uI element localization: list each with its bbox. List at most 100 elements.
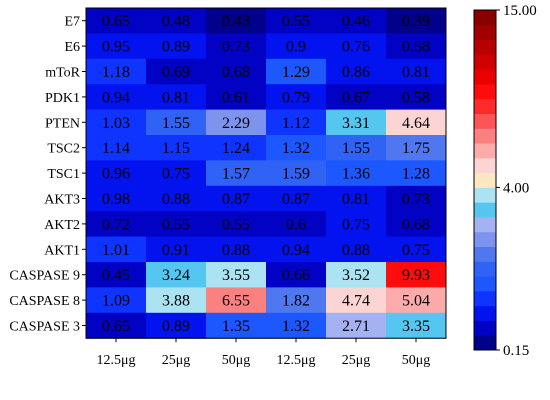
heatmap-cell [146,185,207,212]
x-tick-label: 50μg [402,353,431,368]
cell-value-label: 0.69 [162,64,190,81]
heatmap-cell [266,58,327,85]
y-tick-label: CASPASE 3 [9,320,80,335]
colorbar-band [474,216,496,233]
colorbar-tick-label: 15.00 [503,3,537,19]
cell-value-label: 1.29 [282,64,310,81]
cell-value-label: 9.93 [402,267,430,284]
cell-value-label: 1.82 [282,293,310,310]
cell-value-label: 0.55 [222,216,250,233]
cell-value-label: 3.55 [222,267,250,284]
heatmap-cell [386,236,447,263]
cell-value-label: 0.73 [222,39,250,56]
y-tick-label: CASPASE 9 [9,269,80,284]
cell-value-label: 0.98 [102,191,130,208]
cell-value-label: 0.96 [102,166,130,183]
cell-value-label: 6.55 [222,293,250,310]
colorbar-band [474,335,496,351]
heatmap-cell [146,8,207,34]
heatmap-cell [266,33,327,60]
colorbar-tick-label: 4.00 [503,180,529,196]
colorbar-band [474,98,496,114]
y-tick-label: AKT3 [44,193,80,208]
cell-value-label: 3.52 [342,267,370,284]
cell-value-label: 0.45 [102,267,130,284]
heatmap-cell [386,8,447,34]
cell-value-label: 0.75 [162,166,190,183]
heatmap-cell [266,262,327,288]
heatmap-cell [206,160,267,187]
cell-value-label: 0.94 [102,89,130,106]
heatmap-cell [86,109,147,136]
cell-value-label: 0.48 [162,13,190,30]
colorbar-tick-labels: 0.15 4.00 15.00 [496,3,537,359]
colorbar-band [474,320,496,336]
heatmap-cell [146,287,207,314]
heatmap-cell [266,287,327,314]
cell-value-label: 0.88 [342,242,370,259]
cell-value-label: 0.68 [402,216,430,233]
heatmap-cell [146,109,207,136]
y-tick-label: PDK1 [45,91,80,106]
cell-value-label: 0.79 [282,89,310,106]
cell-value-label: 0.86 [342,64,370,81]
heatmap-cell [326,135,387,161]
cell-value-label: 2.71 [342,318,370,335]
cell-value-label: 2.29 [222,115,250,132]
heatmap-cell [386,287,447,314]
heatmap-cell [206,33,267,60]
colorbar-band [474,246,496,262]
cell-value-label: 0.55 [282,13,310,30]
y-axis-tick-labels: E7 E6 mToR PDK1 PTEN TSC2 TSC1 AKT3 AKT2 AKT1 CASP… [9,15,86,335]
heatmap-cell [386,58,447,85]
heatmap-cell [326,33,387,60]
heatmap-cell [266,84,327,111]
heatmap-cell [386,84,447,111]
heatmap-cell [86,262,147,288]
y-tick-label: TSC2 [47,142,80,157]
heatmap-cell [146,312,207,339]
colorbar-tick-label: 0.15 [503,343,529,359]
heatmap-cell [386,135,447,161]
colorbar-band [474,231,496,248]
heatmap-cells [86,8,447,339]
cell-value-label: 1.59 [282,166,310,183]
heatmap-cell [326,312,387,339]
cell-value-label: 0.89 [162,318,190,335]
colorbar-band [474,24,496,41]
cell-value-label: 1.36 [342,166,370,183]
cell-value-label: 0.58 [402,39,430,56]
heatmap-cell [206,211,267,238]
x-axis-tick-labels: 12.5μg 25μg 50μg 12.5μg 25μg 50μg [96,338,430,368]
heatmap-cell [206,84,267,111]
heatmap-cell [266,109,327,136]
heatmap-cell [146,135,207,161]
cell-value-label: 0.65 [102,318,130,335]
heatmap-cell [146,84,207,111]
cell-value-label: 1.14 [102,140,130,157]
cell-value-label: 0.73 [402,191,430,208]
heatmap-cell [326,262,387,288]
colorbar-band [474,157,496,174]
cell-value-label: 0.66 [282,267,310,284]
heatmap-cell [206,236,267,263]
heatmap-cell [146,33,207,60]
heatmap-cell [146,262,207,288]
colorbar-band [474,187,496,203]
y-tick-label: AKT2 [44,218,80,233]
y-tick-label: PTEN [45,116,80,131]
x-tick-label: 50μg [222,353,251,368]
cell-value-label: 0.58 [402,89,430,106]
colorbar-band [474,39,496,55]
colorbar-band [474,54,496,70]
colorbar-band [474,290,496,307]
heatmap-cell [386,160,447,187]
heatmap-cell [86,185,147,212]
heatmap-cell [86,211,147,238]
x-tick-label: 25μg [162,353,191,368]
heatmap-cell [326,58,387,85]
cell-value-label: 0.65 [102,13,130,30]
colorbar-band [474,202,496,218]
colorbar-band [474,172,496,188]
heatmap-cell [86,312,147,339]
